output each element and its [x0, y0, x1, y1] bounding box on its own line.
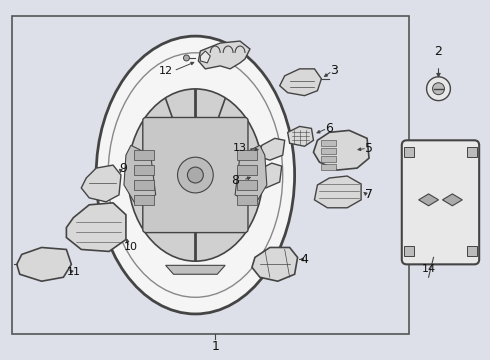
Bar: [467, 147, 477, 157]
Text: 13: 13: [233, 143, 247, 153]
Ellipse shape: [128, 89, 263, 261]
Text: 6: 6: [325, 122, 333, 135]
Polygon shape: [166, 265, 225, 274]
Polygon shape: [200, 51, 210, 63]
Polygon shape: [81, 165, 121, 202]
Polygon shape: [288, 126, 314, 146]
FancyBboxPatch shape: [143, 117, 248, 233]
Ellipse shape: [96, 36, 294, 314]
Bar: [134, 180, 154, 190]
Circle shape: [427, 77, 450, 100]
Ellipse shape: [108, 53, 283, 297]
Bar: [321, 148, 336, 154]
Text: 12: 12: [159, 66, 172, 76]
Bar: [321, 140, 336, 146]
Polygon shape: [280, 69, 321, 96]
Text: 1: 1: [211, 340, 219, 353]
Bar: [237, 150, 257, 160]
Polygon shape: [418, 194, 439, 206]
Polygon shape: [124, 145, 156, 205]
Bar: [404, 247, 414, 256]
Text: 5: 5: [365, 142, 373, 155]
Bar: [134, 150, 154, 160]
Text: 14: 14: [421, 264, 436, 274]
Bar: [237, 165, 257, 175]
Text: 4: 4: [300, 253, 309, 266]
Polygon shape: [198, 41, 250, 69]
Polygon shape: [17, 247, 72, 281]
Text: 3: 3: [330, 64, 338, 77]
Polygon shape: [66, 203, 126, 251]
Bar: [12, 16, 409, 334]
Polygon shape: [235, 145, 267, 205]
Polygon shape: [314, 130, 369, 170]
Bar: [134, 195, 154, 205]
FancyBboxPatch shape: [402, 140, 479, 264]
Circle shape: [177, 157, 213, 193]
Text: 8: 8: [231, 174, 239, 186]
Text: 10: 10: [124, 243, 138, 252]
Circle shape: [188, 167, 203, 183]
Bar: [321, 156, 336, 162]
Polygon shape: [442, 194, 462, 206]
Polygon shape: [254, 163, 282, 188]
Polygon shape: [315, 176, 361, 208]
Circle shape: [183, 55, 190, 61]
Polygon shape: [258, 138, 285, 160]
Bar: [237, 195, 257, 205]
Circle shape: [433, 83, 444, 95]
Polygon shape: [252, 247, 297, 281]
Text: 9: 9: [119, 162, 127, 175]
Text: 2: 2: [435, 45, 442, 58]
Bar: [321, 164, 336, 170]
Text: 7: 7: [365, 188, 373, 201]
Text: 11: 11: [67, 267, 81, 277]
Bar: [134, 165, 154, 175]
Bar: [237, 180, 257, 190]
Bar: [467, 247, 477, 256]
Bar: [404, 147, 414, 157]
